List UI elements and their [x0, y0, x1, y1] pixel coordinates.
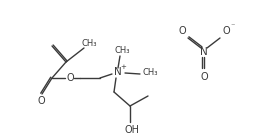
Text: OH: OH [125, 125, 139, 135]
Text: O: O [37, 96, 45, 106]
Text: ⁻: ⁻ [231, 22, 235, 31]
Text: +: + [120, 64, 126, 70]
Text: O: O [222, 26, 230, 36]
Text: O: O [200, 72, 208, 82]
Text: O: O [178, 26, 186, 36]
Text: CH₃: CH₃ [142, 67, 158, 76]
Text: CH₃: CH₃ [114, 46, 130, 54]
Text: CH₃: CH₃ [81, 38, 97, 47]
Text: N: N [200, 47, 208, 57]
Text: O: O [66, 73, 74, 83]
Text: N: N [114, 67, 122, 77]
